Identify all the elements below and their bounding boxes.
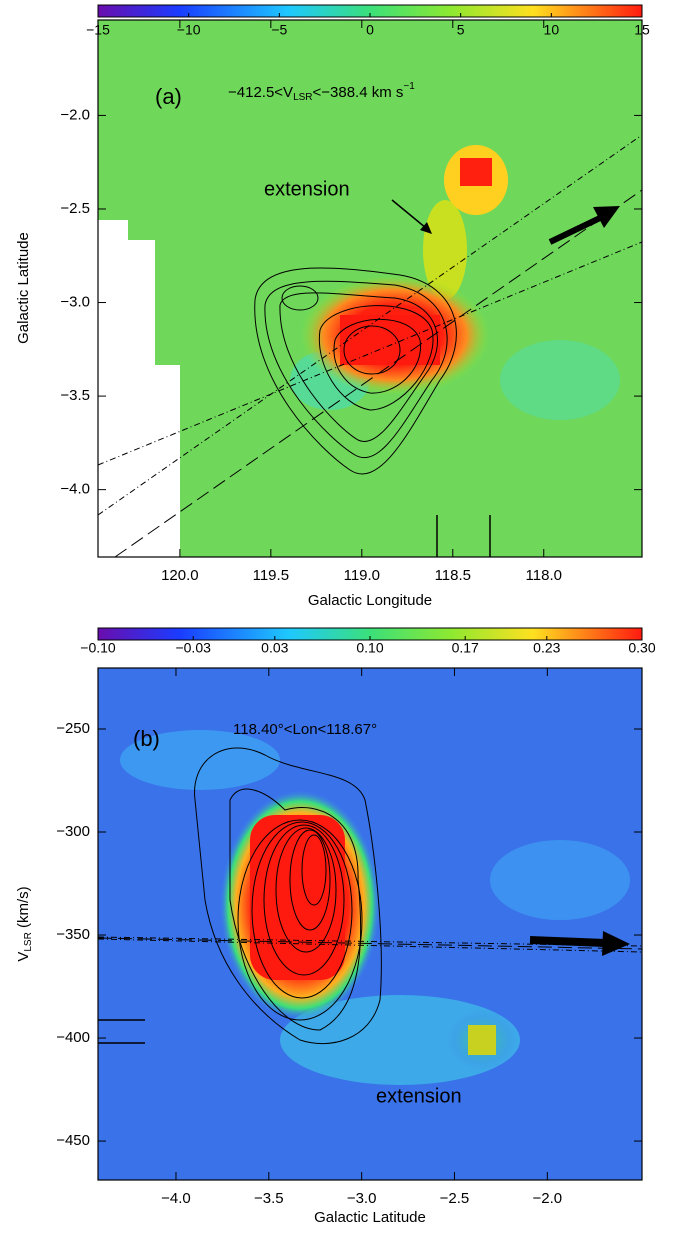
arrow bbox=[529, 936, 606, 947]
y-tick-label: −250 bbox=[56, 720, 90, 737]
contour bbox=[275, 827, 337, 953]
image-b: (b) 118.40°<Lon<118.67° extension bbox=[97, 668, 643, 1180]
extension-label: extension bbox=[264, 178, 350, 200]
patch bbox=[340, 315, 440, 365]
pointer bbox=[391, 199, 427, 229]
panel-label: (b) bbox=[133, 726, 160, 751]
x-axis-label: Galactic Latitude bbox=[314, 1209, 426, 1226]
colorbar-tick-label: 0.30 bbox=[628, 640, 655, 656]
patch bbox=[423, 200, 467, 300]
y-label-part: V bbox=[15, 952, 32, 962]
contour bbox=[279, 292, 438, 443]
colorbar-tick-label: −5 bbox=[271, 22, 287, 38]
y-tick-label: −4.0 bbox=[60, 481, 90, 498]
colorbar-tick-label: 10 bbox=[544, 22, 560, 38]
contour bbox=[229, 788, 362, 1031]
contour bbox=[263, 824, 345, 976]
y-tick-label: −400 bbox=[56, 1029, 90, 1046]
contour bbox=[343, 325, 401, 375]
arrow bbox=[548, 215, 602, 245]
contours bbox=[194, 747, 382, 1045]
pointer-head bbox=[420, 222, 432, 234]
x-tick-label: −3.5 bbox=[254, 1190, 284, 1207]
contour bbox=[318, 305, 434, 411]
annotation: 118.40°<Lon<118.67° bbox=[233, 721, 377, 738]
colorbar-tick-label: 0.03 bbox=[261, 640, 288, 656]
patch bbox=[500, 340, 620, 420]
annotation-part: <−388.4 km s bbox=[313, 84, 404, 101]
y-tick-label: −450 bbox=[56, 1132, 90, 1149]
y-tick-label: −350 bbox=[56, 926, 90, 943]
annotation-part: LSR bbox=[293, 92, 312, 103]
contour bbox=[254, 267, 457, 475]
x-tick-label: 119.0 bbox=[344, 567, 380, 584]
x-axis-label: Galactic Longitude bbox=[308, 592, 432, 609]
x-tick-label: −3.0 bbox=[347, 1190, 377, 1207]
colorbar-tick-label: 0.17 bbox=[452, 640, 479, 656]
patch bbox=[468, 1025, 496, 1055]
annotation: −412.5<VLSR<−388.4 km s−1 bbox=[228, 81, 415, 103]
colorbar-tick-label: 0.10 bbox=[356, 640, 383, 656]
contour bbox=[194, 747, 382, 1045]
annotation-part: −412.5<V bbox=[228, 84, 293, 101]
x-tick-label: −2.5 bbox=[440, 1190, 470, 1207]
axes-frame bbox=[97, 667, 643, 1181]
y-label-part: (km/s) bbox=[15, 886, 32, 932]
contour bbox=[237, 819, 363, 1021]
x-tick-label: 120.0 bbox=[161, 567, 199, 584]
arrowhead bbox=[593, 206, 620, 228]
patch bbox=[120, 730, 280, 790]
colorbar-tick-label: −15 bbox=[86, 22, 110, 38]
y-tick-label: −3.5 bbox=[60, 387, 90, 404]
y-label-part: LSR bbox=[23, 932, 34, 951]
contour bbox=[251, 821, 353, 999]
panel-label: (a) bbox=[155, 84, 182, 109]
patch bbox=[460, 158, 492, 186]
y-tick-label: −3.0 bbox=[60, 294, 90, 311]
axis-line bbox=[114, 189, 643, 558]
contour bbox=[289, 829, 331, 931]
y-tick-label: −300 bbox=[56, 823, 90, 840]
x-tick-label: −4.0 bbox=[161, 1190, 191, 1207]
colorbar-tick-label: 15 bbox=[634, 22, 650, 38]
y-tick-label: −2.5 bbox=[60, 200, 90, 217]
colorbar-tick-label: 0 bbox=[366, 22, 374, 38]
annotation-part: −1 bbox=[403, 81, 415, 92]
y-tick-label: −2.0 bbox=[60, 106, 90, 123]
colorbar-tick-label: −0.03 bbox=[175, 640, 211, 656]
x-tick-label: −2.0 bbox=[532, 1190, 562, 1207]
y-axis-label: VLSR (km/s) bbox=[15, 886, 34, 961]
colorbar-tick-label: −10 bbox=[177, 22, 201, 38]
colorbar-tick-label: 0.23 bbox=[533, 640, 560, 656]
colorbar-tick-label: 5 bbox=[457, 22, 465, 38]
contour bbox=[301, 834, 327, 906]
axes-frame bbox=[97, 19, 643, 558]
colorbar-tick-label: −0.10 bbox=[80, 640, 116, 656]
y-axis-label: Galactic Latitude bbox=[15, 232, 32, 344]
patch bbox=[250, 815, 345, 980]
contour bbox=[264, 280, 448, 458]
extension-label: extension bbox=[376, 1085, 462, 1107]
contour bbox=[281, 285, 319, 311]
contour bbox=[333, 318, 421, 394]
x-tick-label: 118.5 bbox=[435, 567, 471, 584]
arrowhead bbox=[602, 931, 630, 956]
x-tick-label: 118.0 bbox=[526, 567, 562, 584]
axis-line bbox=[97, 937, 643, 950]
blank-area bbox=[98, 220, 180, 557]
patch bbox=[490, 840, 630, 920]
x-tick-label: 119.5 bbox=[253, 567, 289, 584]
image-a: (a) −412.5<VLSR<−388.4 km s−1 extension bbox=[97, 20, 643, 558]
contours bbox=[254, 267, 457, 475]
